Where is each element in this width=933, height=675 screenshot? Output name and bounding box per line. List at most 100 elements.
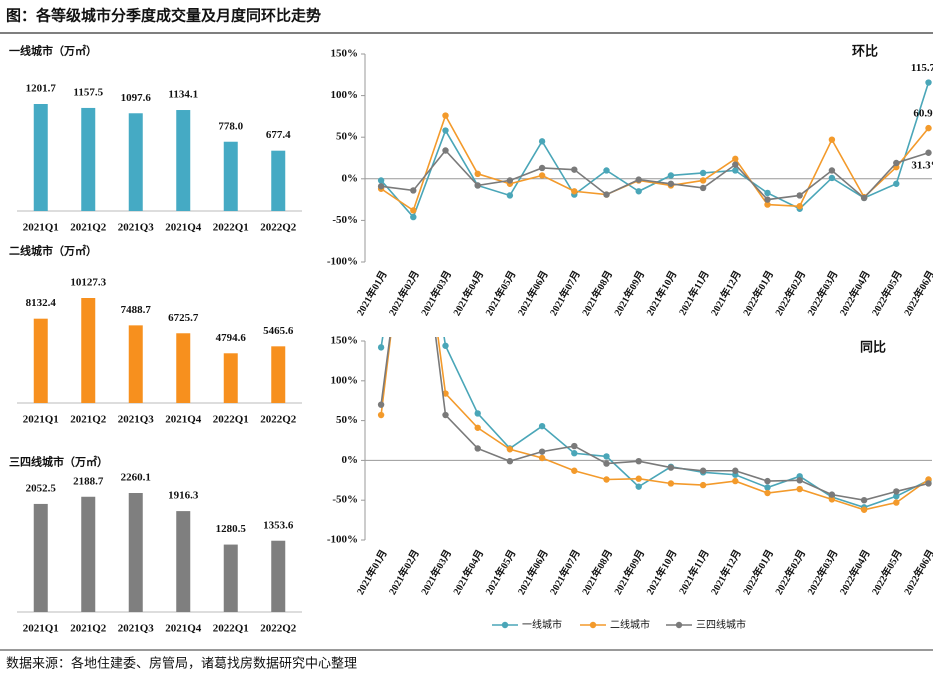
point <box>893 493 900 500</box>
point <box>667 172 675 179</box>
x-tick-label: 2021Q3 <box>118 414 155 426</box>
point <box>442 112 449 119</box>
point <box>667 464 675 471</box>
point <box>571 467 578 474</box>
x-tick-label: 2021年11月 <box>676 547 712 596</box>
bar <box>128 325 143 403</box>
point <box>764 477 771 485</box>
bar <box>271 150 286 211</box>
value-label: 677.4 <box>266 129 291 141</box>
point <box>925 124 932 132</box>
bar <box>176 333 191 403</box>
point <box>538 172 546 179</box>
point <box>571 450 578 457</box>
value-label: 2188.7 <box>73 475 104 487</box>
series-line <box>380 149 929 201</box>
point <box>603 460 610 467</box>
bar <box>81 298 96 403</box>
value-label: 10127.3 <box>70 277 106 289</box>
point <box>893 499 900 506</box>
point <box>410 155 416 161</box>
point <box>635 483 642 490</box>
point <box>474 445 481 452</box>
point <box>828 491 836 498</box>
value-label: 115.7% <box>911 62 933 74</box>
x-tick-label: 2021年07月 <box>547 547 583 597</box>
x-tick-label: 2022年06月 <box>901 268 933 318</box>
bar <box>271 346 286 403</box>
point <box>410 139 416 145</box>
value-label: 4794.6 <box>216 332 247 344</box>
point <box>506 177 514 184</box>
series-line <box>380 82 930 219</box>
x-tick-label: 2022年04月 <box>836 547 872 597</box>
bar <box>271 540 286 612</box>
x-tick-label: 2021Q1 <box>23 222 59 234</box>
y-tick-label: 50% <box>336 131 358 143</box>
bar <box>33 503 48 612</box>
point <box>603 476 610 483</box>
point <box>699 467 707 474</box>
point <box>732 167 739 174</box>
point <box>538 454 546 462</box>
point <box>635 475 642 482</box>
series-line <box>380 337 929 511</box>
x-tick-label: 2022Q1 <box>213 222 249 234</box>
point <box>764 196 771 203</box>
point <box>732 155 739 163</box>
x-tick-label: 2021年04月 <box>450 547 486 597</box>
point <box>377 401 385 408</box>
x-tick-label: 2022年03月 <box>804 268 840 318</box>
point <box>764 484 771 491</box>
y-tick-label: -100% <box>327 256 358 268</box>
x-tick-label: 2021年05月 <box>482 547 518 597</box>
source-note: 数据来源：各地住建委、房管局，诸葛找房数据研究中心整理 <box>6 656 357 672</box>
point <box>603 191 610 198</box>
point <box>860 506 868 513</box>
point <box>732 161 739 168</box>
x-tick-label: 2022年02月 <box>772 547 808 597</box>
value-label: 6725.7 <box>168 312 199 324</box>
point <box>699 481 707 489</box>
point <box>442 147 449 154</box>
point <box>377 411 385 419</box>
bar <box>81 107 96 211</box>
x-tick-label: 2021年08月 <box>579 268 615 318</box>
x-tick-label: 2022年06月 <box>901 547 933 597</box>
point <box>764 189 771 197</box>
chart-label: 环比 <box>852 44 878 60</box>
point <box>796 192 803 199</box>
point <box>635 176 642 183</box>
legend-marker <box>501 621 509 629</box>
value-label: 1280.5 <box>216 523 247 535</box>
point <box>732 477 739 485</box>
x-tick-label: 2021年09月 <box>611 547 647 597</box>
value-label: 1097.6 <box>121 92 152 104</box>
point <box>635 457 642 465</box>
value-label: 31.3% <box>911 159 933 171</box>
value-label: 1157.5 <box>73 86 103 98</box>
bar <box>223 141 238 211</box>
x-tick-label: 2022年02月 <box>772 268 808 318</box>
point <box>410 187 417 194</box>
point <box>377 344 385 351</box>
point <box>893 180 900 187</box>
x-tick-label: 2021年04月 <box>450 268 486 318</box>
x-tick-label: 2021年02月 <box>386 547 422 597</box>
point <box>635 188 642 195</box>
bar <box>223 353 238 403</box>
bar <box>223 544 238 612</box>
point <box>796 485 803 493</box>
value-label: 5465.6 <box>263 325 294 337</box>
chart-title: 二线城市（万㎡） <box>9 244 97 258</box>
point <box>603 453 610 460</box>
point <box>410 207 417 214</box>
x-tick-label: 2021Q3 <box>118 623 155 635</box>
x-tick-label: 2021Q2 <box>70 623 107 635</box>
point <box>796 203 803 210</box>
x-tick-label: 2022年05月 <box>869 547 905 597</box>
x-tick-label: 2021年12月 <box>708 547 744 597</box>
point <box>699 184 707 192</box>
point <box>538 448 546 455</box>
